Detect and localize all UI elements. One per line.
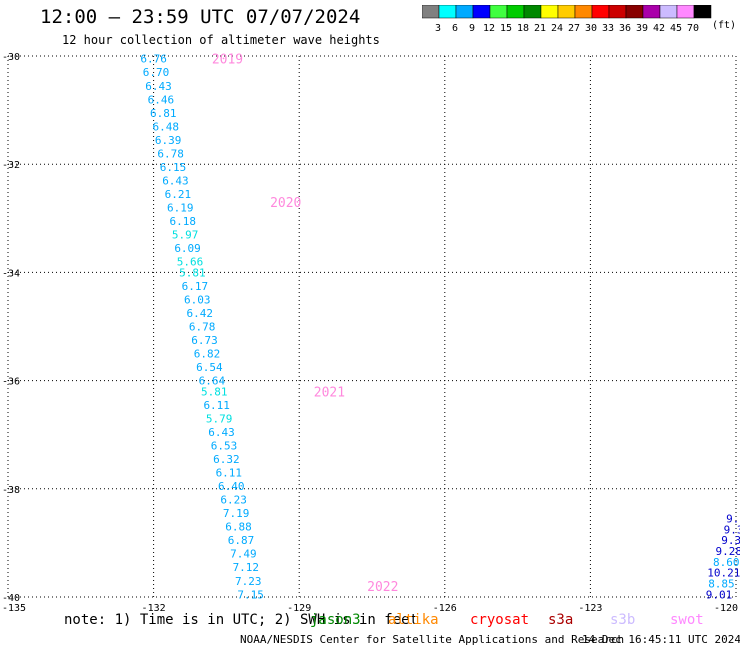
data-point-label: 7.19 xyxy=(223,507,250,520)
data-point-label: 5.81 xyxy=(201,385,228,398)
data-point-label: 7.12 xyxy=(233,561,260,574)
data-point-label: 6.76 xyxy=(140,53,167,66)
data-point-label: 6.19 xyxy=(167,201,194,214)
legend-tick-label: 39 xyxy=(636,23,648,34)
y-tick-label: -34 xyxy=(2,268,20,279)
data-point-label: 5.79 xyxy=(206,412,233,425)
data-point-label: 8.85 xyxy=(708,577,735,590)
legend-tick-label: 70 xyxy=(687,23,699,34)
satellite-legend-swot: swot xyxy=(670,612,704,628)
data-point-label: 6.39 xyxy=(155,134,182,147)
data-point-label: 6.48 xyxy=(152,120,179,133)
data-point-label: 6.03 xyxy=(184,293,211,306)
data-point-label: 9.5 xyxy=(726,513,740,526)
data-point-label: 7.49 xyxy=(230,548,257,561)
color-legend: 3 6 9 12 15 18 21 24 27 30 33 36 39 42 45 70 xyxy=(422,5,712,34)
legend-tick-label: 42 xyxy=(653,23,665,34)
data-point-label: 5.97 xyxy=(172,229,199,242)
legend-tick-label: 18 xyxy=(517,23,529,34)
time-label: 2022 xyxy=(367,580,398,595)
time-label: 2020 xyxy=(270,196,301,211)
data-point-label: 6.46 xyxy=(148,93,175,106)
data-point-label: 6.43 xyxy=(145,80,172,93)
data-point-label: 6.81 xyxy=(150,107,177,120)
legend-tick-label: 45 xyxy=(670,23,682,34)
legend-tick-label: 21 xyxy=(534,23,546,34)
footer-credit: NOAA/NESDIS Center for Satellite Applica… xyxy=(240,633,625,646)
footer-timestamp: 14 Dec 16:45:11 UTC 2024 xyxy=(582,633,740,646)
data-point-label: 7.23 xyxy=(235,575,262,588)
time-label: 2021 xyxy=(314,385,345,400)
data-point-label: 6.32 xyxy=(213,453,240,466)
legend-tick-label: 12 xyxy=(483,23,495,34)
legend-swatch xyxy=(693,5,712,19)
satellite-legend-jason3: jason3 xyxy=(310,612,361,628)
legend-tick-label: 36 xyxy=(619,23,631,34)
data-point-label: 6.78 xyxy=(157,147,184,160)
satellite-legend-s3a: s3a xyxy=(548,612,574,628)
y-tick-label: -30 xyxy=(2,52,20,63)
data-point-label: 6.70 xyxy=(143,66,170,79)
data-point-label: 5.81 xyxy=(179,266,206,279)
data-point-label: 5.66 xyxy=(177,256,204,269)
data-point-label: 6.42 xyxy=(186,307,213,320)
data-point-label: 6.87 xyxy=(228,534,255,547)
legend-units: (ft) xyxy=(712,20,737,31)
data-point-label: 6.17 xyxy=(182,280,209,293)
satellite-legend-altika: altika xyxy=(388,612,439,628)
y-tick-label: -40 xyxy=(2,593,20,604)
data-point-label: 6.09 xyxy=(174,242,201,255)
legend-tick-label: 9 xyxy=(469,23,475,34)
data-point-label: 6.54 xyxy=(196,361,223,374)
data-point-label: 6.88 xyxy=(225,521,252,534)
data-point-label: 6.23 xyxy=(220,494,247,507)
legend-tick-label: 15 xyxy=(500,23,512,34)
satellite-legend-cryosat: cryosat xyxy=(470,612,530,628)
data-point-label: 8.60 xyxy=(713,556,740,569)
x-tick-label: -120 xyxy=(714,603,738,614)
data-point-label: 9.01 xyxy=(706,588,733,601)
data-point-label: 6.64 xyxy=(199,375,226,388)
data-point-label: 6.43 xyxy=(162,174,189,187)
data-point-label: 9.3 xyxy=(721,534,740,547)
data-point-label: 6.15 xyxy=(160,161,187,174)
data-point-label: 7.15 xyxy=(237,588,264,601)
data-point-label: 6.82 xyxy=(194,348,221,361)
data-point-label: 6.11 xyxy=(216,467,243,480)
data-point-label: 6.73 xyxy=(191,334,218,347)
time-label: 2019 xyxy=(212,53,243,68)
data-point-label: 6.11 xyxy=(203,399,230,412)
x-tick-label: -126 xyxy=(433,603,457,614)
x-tick-label: -129 xyxy=(287,603,311,614)
satellite-legend-s3b: s3b xyxy=(610,612,636,628)
data-point-label: 6.53 xyxy=(211,440,238,453)
data-point-label: 6.78 xyxy=(189,321,216,334)
y-tick-label: -32 xyxy=(2,160,20,171)
data-point-label: 9.28 xyxy=(715,545,740,558)
x-tick-label: -132 xyxy=(142,603,166,614)
chart-subtitle: 12 hour collection of altimeter wave hei… xyxy=(62,33,380,47)
y-tick-label: -36 xyxy=(2,377,20,388)
data-point-label: 9.3 xyxy=(724,523,740,536)
x-tick-label: -123 xyxy=(578,603,602,614)
legend-tick-label: 27 xyxy=(568,23,580,34)
data-point-label: 6.18 xyxy=(169,215,196,228)
legend-tick-label: 3 xyxy=(435,23,441,34)
data-point-label: 6.40 xyxy=(218,480,245,493)
legend-tick-label: 33 xyxy=(602,23,614,34)
legend-tick-label: 24 xyxy=(551,23,563,34)
y-tick-label: -38 xyxy=(2,485,20,496)
data-point-label: 6.21 xyxy=(165,188,192,201)
footer-note: note: 1) Time is in UTC; 2) SWH is in fe… xyxy=(64,612,419,628)
chart-title: 12:00 – 23:59 UTC 07/07/2024 xyxy=(40,6,361,28)
legend-tick-label: 30 xyxy=(585,23,597,34)
legend-tick-label: 6 xyxy=(452,23,458,34)
data-point-label: 10.21 xyxy=(707,567,740,580)
data-point-label: 6.43 xyxy=(208,426,235,439)
x-tick-label: -135 xyxy=(2,603,26,614)
